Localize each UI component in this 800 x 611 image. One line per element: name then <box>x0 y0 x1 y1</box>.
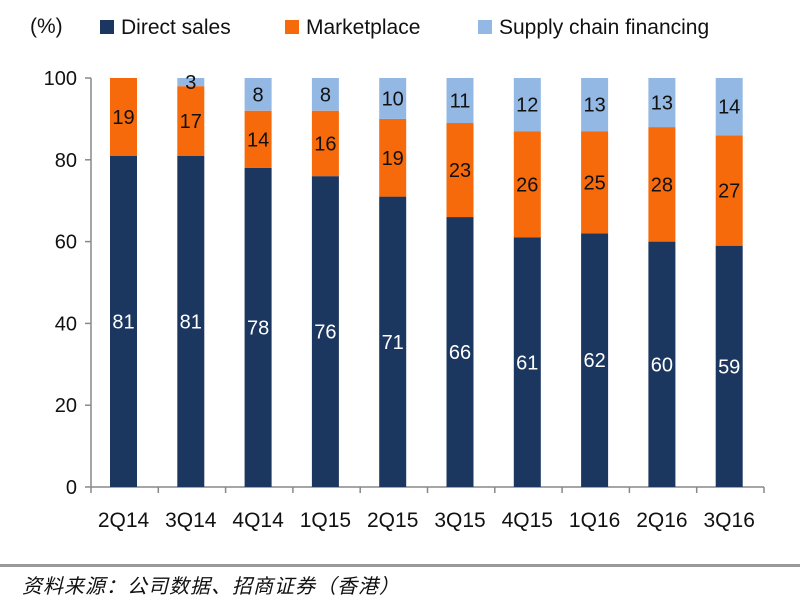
legend-label: Supply chain financing <box>499 16 709 39</box>
data-label: 12 <box>516 95 538 117</box>
source-footnote: 资料来源：公司数据、招商证券（香港） <box>22 574 400 598</box>
bar-segment-direct-sales <box>244 167 272 488</box>
bar-segment-supply-chain-financing <box>446 78 474 123</box>
data-label: 13 <box>651 93 673 115</box>
data-label: 59 <box>718 356 740 378</box>
y-unit-label: (%) <box>30 15 63 38</box>
bar-segment-direct-sales <box>715 245 743 487</box>
data-label: 27 <box>718 180 740 202</box>
legend-label: Direct sales <box>121 16 231 39</box>
bar-segment-direct-sales <box>177 155 205 487</box>
x-tick-label: 1Q15 <box>300 509 351 532</box>
bar-segment-supply-chain-financing <box>177 78 205 87</box>
y-tick-label: 60 <box>55 232 77 254</box>
data-label: 78 <box>247 317 269 339</box>
data-label: 28 <box>651 174 673 196</box>
stacked-bar-chart: (%) Direct sales Marketplace Supply chain f… <box>30 15 765 532</box>
x-tick-label: 1Q16 <box>569 509 620 532</box>
y-tick-label: 0 <box>66 477 77 499</box>
bar-segment-supply-chain-financing <box>244 78 272 111</box>
bar-segment-direct-sales <box>311 176 339 487</box>
data-label: 11 <box>450 90 471 112</box>
bar-segment-supply-chain-financing <box>379 78 407 119</box>
y-tick-label: 20 <box>55 395 77 417</box>
legend-swatch <box>478 20 492 34</box>
x-tick-label: 2Q16 <box>636 509 687 532</box>
data-label: 19 <box>112 107 134 129</box>
bar-segment-supply-chain-financing <box>311 78 339 111</box>
x-tick-label: 4Q14 <box>232 509 284 532</box>
legend-swatch <box>100 20 114 34</box>
bar-segment-marketplace <box>110 78 137 156</box>
bar-segment-marketplace <box>648 127 676 242</box>
divider <box>0 564 800 567</box>
data-label: 8 <box>320 84 331 106</box>
data-label: 62 <box>583 350 605 372</box>
data-label: 23 <box>449 160 471 182</box>
bar-segment-direct-sales <box>446 217 474 487</box>
y-tick-label: 80 <box>55 150 77 172</box>
bar-segment-supply-chain-financing <box>581 78 609 132</box>
x-tick-label: 3Q14 <box>165 509 217 532</box>
data-label: 16 <box>314 133 336 155</box>
data-label: 25 <box>583 172 605 194</box>
data-label: 66 <box>449 342 471 364</box>
bar-segment-direct-sales <box>379 196 407 488</box>
data-label: 81 <box>180 311 202 333</box>
legend-label: Marketplace <box>306 16 420 39</box>
bar-segment-direct-sales <box>110 155 137 487</box>
bar-segment-marketplace <box>177 86 205 156</box>
x-tick-label: 3Q15 <box>434 509 485 532</box>
bar-segment-supply-chain-financing <box>648 78 676 128</box>
data-label: 76 <box>314 322 336 344</box>
data-label: 61 <box>516 352 538 374</box>
x-tick-label: 2Q14 <box>98 509 150 532</box>
bar-segment-marketplace <box>244 110 272 168</box>
x-tick-label: 4Q15 <box>502 509 553 532</box>
bar-segment-direct-sales <box>648 241 676 487</box>
x-tick-label: 2Q15 <box>367 509 418 532</box>
legend-swatch <box>285 20 299 34</box>
data-label: 17 <box>180 111 202 133</box>
data-label: 10 <box>382 88 404 110</box>
data-label: 26 <box>516 174 538 196</box>
data-label: 14 <box>718 97 740 119</box>
data-label: 14 <box>247 129 269 151</box>
bar-segment-direct-sales <box>581 233 609 487</box>
bar-segment-supply-chain-financing <box>513 78 541 132</box>
data-label: 8 <box>253 84 264 106</box>
data-label: 81 <box>112 311 134 333</box>
bar-segment-marketplace <box>513 131 541 238</box>
bar-segment-supply-chain-financing <box>715 78 743 136</box>
y-tick-label: 100 <box>44 68 77 90</box>
data-label: 19 <box>382 148 404 170</box>
bar-segment-marketplace <box>311 110 339 177</box>
data-label: 60 <box>651 354 673 376</box>
bar-segment-direct-sales <box>513 237 541 487</box>
data-label: 13 <box>583 95 605 117</box>
x-tick-label: 3Q16 <box>704 509 755 532</box>
data-label: 71 <box>382 332 404 354</box>
bar-segment-marketplace <box>581 131 609 234</box>
data-label: 3 <box>185 72 196 94</box>
bar-segment-marketplace <box>446 122 474 218</box>
y-tick-label: 40 <box>55 313 77 335</box>
bar-segment-marketplace <box>715 135 743 246</box>
bar-segment-marketplace <box>379 118 407 197</box>
